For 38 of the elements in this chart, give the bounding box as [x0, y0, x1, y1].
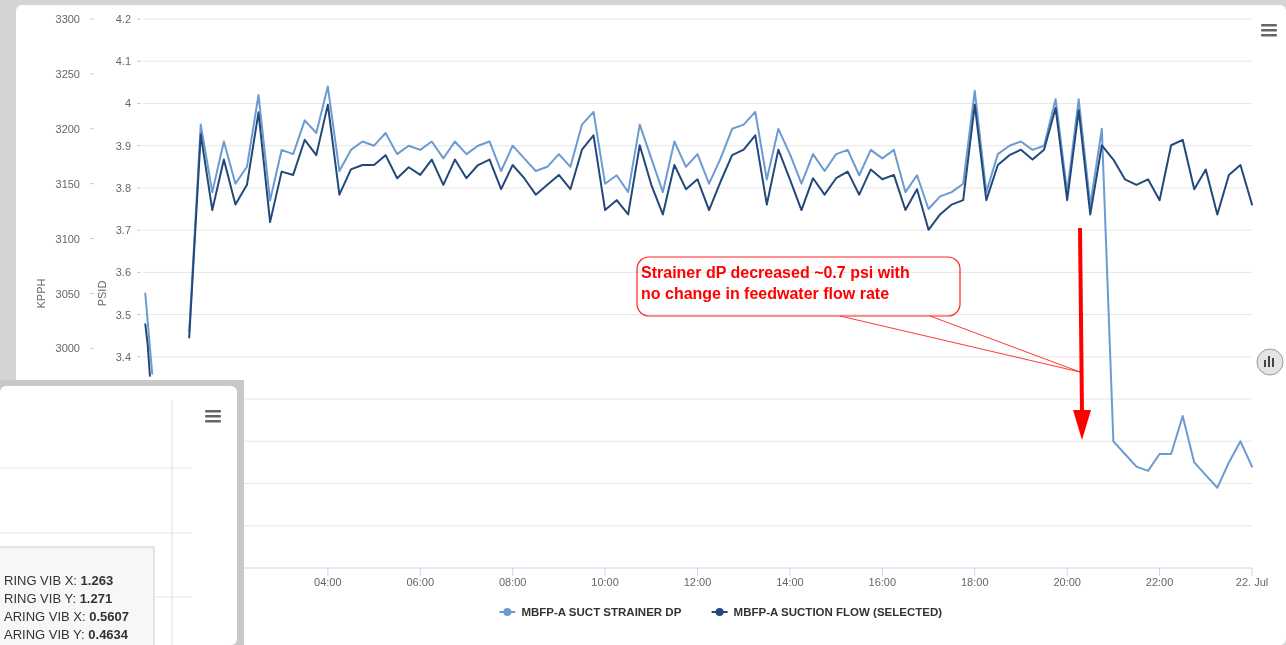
y-axis-title: PSID — [96, 280, 108, 307]
x-tick-label: 06:00 — [406, 576, 435, 588]
annotation: Strainer dP decreased ~0.7 psi with no change in feedwater flow rate — [641, 264, 910, 302]
y-tick-label: 3.4 — [115, 350, 131, 363]
y2-tick-label: 3150 — [55, 177, 80, 190]
legend-label: MBFP-A SUCTION FLOW (SELECTED) — [733, 606, 943, 618]
y-tick-label: 4 — [124, 97, 131, 110]
y-tick-label: 4.2 — [115, 13, 131, 25]
y2-tick-label: 3200 — [55, 122, 80, 135]
text: RING VIB Y: 1.271 — [4, 591, 113, 606]
x-tick-label: 22:00 — [1145, 576, 1174, 588]
y2-axis-title: KPPH — [35, 278, 47, 309]
line-series — [188, 103, 1253, 339]
x-tick-label: 20:00 — [1053, 576, 1081, 588]
text: ARING VIB Y: 0.4634 — [4, 627, 129, 642]
x-tick-label: 22. Jul — [1235, 576, 1269, 588]
text: RING VIB X: 1.263 — [4, 573, 114, 588]
y-tick-label: 3.8 — [115, 181, 131, 194]
y2-tick-label: 3300 — [55, 13, 80, 25]
y2-tick-label: 3050 — [55, 287, 80, 300]
x-tick-label: 16:00 — [868, 576, 897, 588]
x-tick-label: 10:00 — [591, 576, 619, 588]
legend-label: MBFP-A SUCT STRAINER DP — [521, 606, 682, 618]
x-tick-label: 12:00 — [683, 576, 712, 588]
y-tick-label: 3.6 — [115, 266, 131, 279]
y-tick-label: 3.5 — [115, 308, 131, 321]
y-tick-label: 3.9 — [115, 139, 131, 152]
text: ARING VIB X: 0.5607 — [4, 609, 130, 624]
y2-tick-label: 3250 — [55, 67, 80, 80]
x-tick-label: 08:00 — [498, 576, 527, 588]
line-series — [188, 85, 1253, 489]
x-tick-label: 14:00 — [776, 576, 804, 588]
x-tick-label: 18:00 — [960, 576, 989, 588]
y-tick-label: 4.1 — [115, 55, 131, 68]
y-tick-label: 3.7 — [115, 224, 131, 237]
x-tick-label: 04:00 — [314, 576, 342, 588]
y2-tick-label: 3100 — [55, 232, 80, 245]
y2-tick-label: 3000 — [55, 342, 80, 355]
